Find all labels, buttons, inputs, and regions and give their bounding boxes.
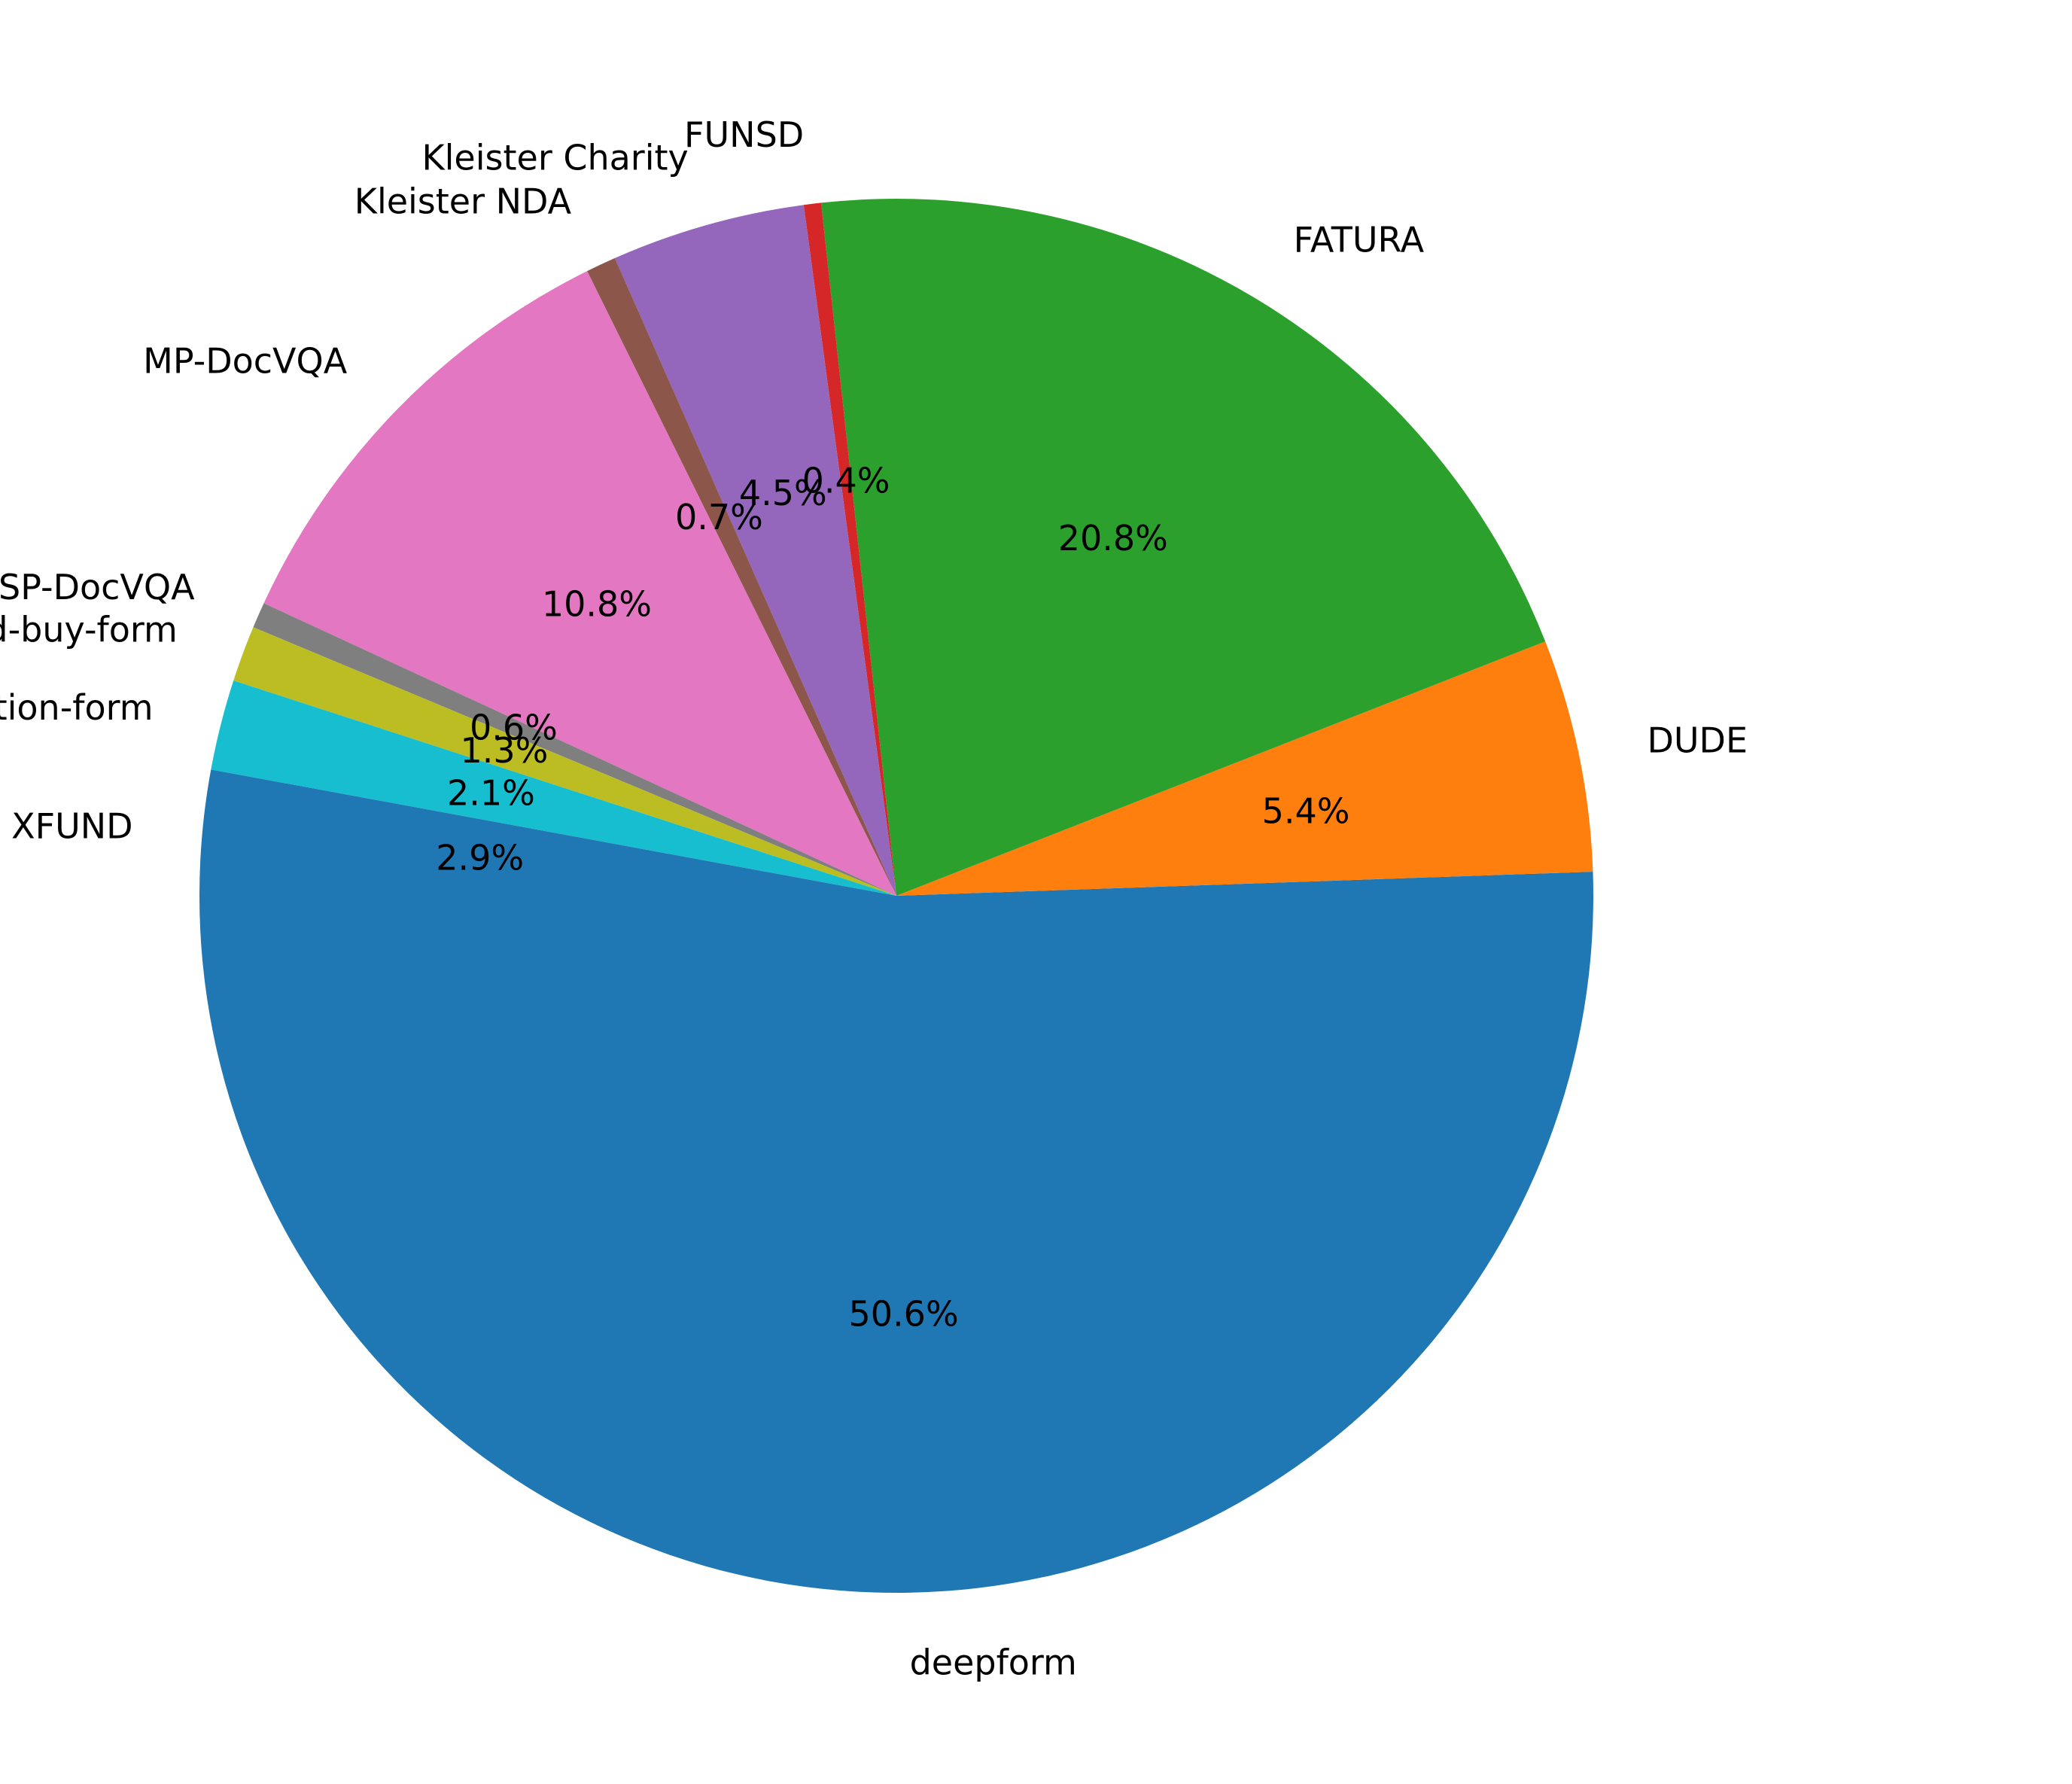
percent-label-vrdu-ad-buy-form: 1.3% [461,730,549,771]
category-label-funsd: FUNSD [684,114,804,155]
pie-slice-vrdu-registration-form [211,680,897,896]
percent-label-dude: 5.4% [1262,790,1350,831]
pie-slice-deepform [199,872,1594,1594]
percent-label-fatura: 20.8% [1058,518,1168,559]
pie-slice-dude [896,641,1593,896]
percent-label-deepform: 50.6% [849,1294,959,1335]
pie-slices [199,198,1594,1594]
pie-slice-fatura [820,198,1546,896]
percent-label-funsd: 0.4% [802,460,890,501]
category-label-fatura: FATURA [1294,220,1425,260]
percent-label-vrdu-registration-form: 2.1% [447,773,535,814]
percent-label-mp-docvqa: 10.8% [542,583,652,624]
percent-label-sp-docvqa: 0.6% [470,707,558,747]
category-label-kleister-charity: Kleister Charity [421,138,688,178]
percent-label-xfund: 2.9% [436,838,524,878]
category-label-kleister-nda: Kleister NDA [354,181,572,221]
percent-label-kleister-charity: 4.5% [739,473,827,513]
pie-slice-kleister-nda [587,257,896,896]
category-label-mp-docvqa: MP-DocVQA [143,340,348,381]
pie-slice-kleister-charity [614,205,896,896]
pie-slice-sp-docvqa [253,603,896,896]
pie-slice-funsd [803,202,896,896]
category-label-sp-docvqa: SP-DocVQA [0,567,195,607]
category-label-deepform: deepform [910,1642,1077,1682]
category-label-vrdu-registration-form: vrdu/registration-form [0,687,154,728]
percent-labels: 50.6%5.4%20.8%0.4%4.5%0.7%10.8%0.6%1.3%2… [436,460,1349,1334]
pie-slice-vrdu-ad-buy-form [233,627,896,896]
category-label-vrdu-ad-buy-form: vrdu/ad-buy-form [0,609,178,650]
pie-slice-xfund [199,769,896,896]
category-label-dude: DUDE [1647,720,1748,761]
category-label-xfund: XFUND [11,805,132,846]
percent-label-kleister-nda: 0.7% [675,497,763,537]
pie-slice-mp-docvqa [263,271,896,897]
